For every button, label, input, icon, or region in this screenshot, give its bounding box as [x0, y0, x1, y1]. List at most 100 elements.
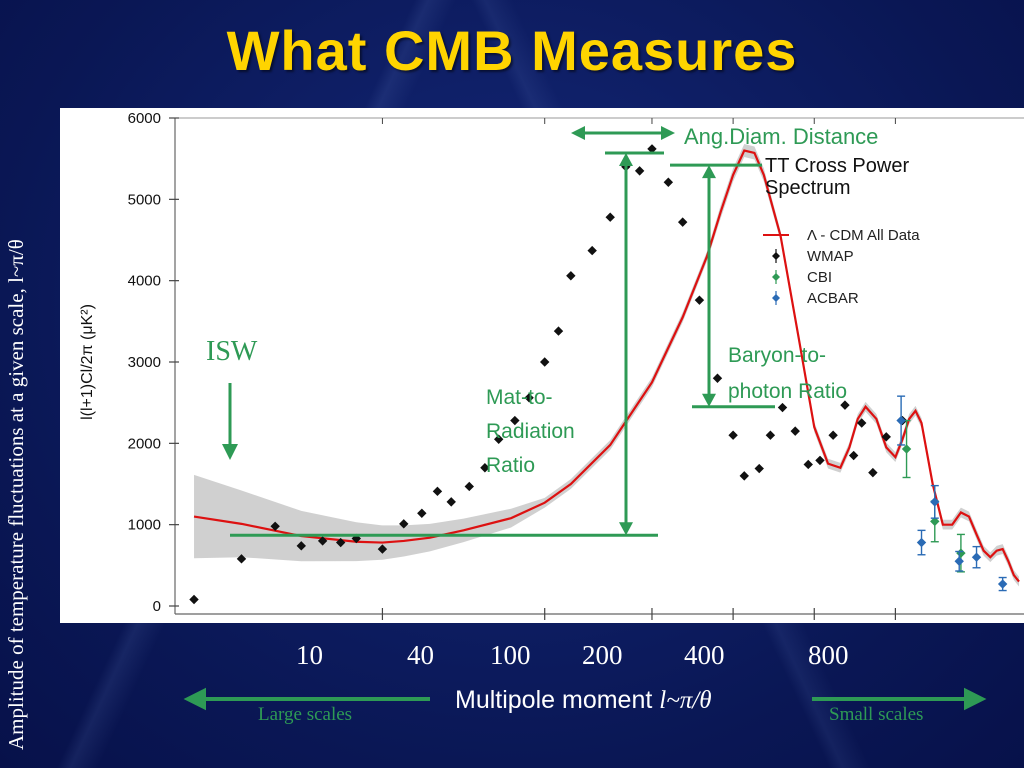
wmap-point — [712, 373, 723, 383]
cbi-point — [901, 444, 912, 454]
legend-swatch-marker-2 — [772, 273, 780, 281]
wmap-point — [765, 430, 776, 440]
cosmic-variance-region — [194, 144, 1020, 587]
y-tick-label-1000: 1000 — [128, 517, 161, 534]
wmap-point — [399, 519, 409, 529]
cosmic-variance-band — [194, 144, 1020, 587]
wmap-point — [739, 471, 749, 481]
ang-diam-label: Ang.Diam. Distance — [684, 124, 878, 149]
cbi-point — [956, 548, 966, 558]
wmap-point — [493, 434, 504, 444]
wmap-point — [417, 508, 427, 518]
baryon-arrow-head-top — [702, 165, 716, 179]
wmap-point — [296, 541, 306, 551]
x-axis-label-variable: l~π/θ — [659, 687, 712, 714]
chart-axes: 0 1000 2000 3000 4000 5000 6000 l(l+1)Cl/2π (μK… — [79, 110, 1024, 620]
side-axis-label: Amplitude of temperature fluctuations at… — [4, 239, 28, 750]
legend-entry-3: ACBAR — [807, 290, 859, 307]
acbar-point — [896, 415, 906, 426]
chart-title-line2: Spectrum — [765, 177, 851, 199]
cbi-point — [930, 516, 940, 527]
chart-legend: Λ - CDM All Data WMAP CBI ACBAR — [763, 227, 920, 307]
large-scales-label: Large scales — [258, 704, 353, 725]
wmap-point — [510, 415, 520, 426]
wmap-point — [432, 486, 443, 497]
wmap-point — [566, 271, 576, 281]
small-scales-label: Small scales — [829, 704, 924, 725]
y-tick-label-5000: 5000 — [128, 191, 161, 208]
bottom-tick-40: 40 — [407, 640, 434, 670]
small-scales-arrowhead — [964, 687, 987, 711]
acbar-point — [997, 579, 1008, 589]
chart-title-line1: TT Cross Power — [765, 155, 909, 177]
y-tick-label-6000: 6000 — [128, 110, 161, 127]
wmap-point — [728, 430, 738, 440]
wmap-point — [881, 432, 891, 442]
x-axis-label: Multipole moment l~π/θ — [455, 686, 711, 715]
wmap-point — [605, 212, 615, 222]
wmap-point — [317, 536, 328, 546]
wmap-point — [857, 418, 867, 428]
wmap-point — [335, 537, 346, 548]
annotation-layer: ISW Ang.Diam. Distance Mat-to- Radiation Rat… — [206, 124, 909, 537]
wmap-point — [189, 594, 199, 605]
model-curve-layer — [193, 149, 1020, 583]
wmap-point — [587, 245, 597, 256]
legend-swatch-marker-3 — [772, 294, 780, 302]
slide-title: What CMB Measures — [226, 19, 798, 82]
mat-rad-label-line1: Mat-to- — [486, 386, 553, 409]
y-tick-label-0: 0 — [153, 598, 161, 615]
wmap-point — [777, 402, 788, 413]
data-points-layer — [189, 144, 1008, 605]
x-axis-label-prefix: Multipole moment — [455, 686, 660, 714]
wmap-point — [848, 450, 859, 461]
ang-diam-arrow-left — [571, 126, 585, 140]
power-spectrum-chart: 0 1000 2000 3000 4000 5000 6000 l(l+1)Cl/2π (μK… — [79, 110, 1024, 620]
wmap-point — [840, 400, 850, 410]
bottom-tick-100: 100 — [490, 640, 531, 670]
lcdm-model-line — [193, 149, 1020, 583]
wmap-point — [694, 295, 705, 305]
wmap-point — [377, 544, 388, 554]
wmap-point — [677, 217, 688, 227]
wmap-point — [663, 177, 674, 187]
wmap-point — [270, 521, 280, 532]
wmap-point — [754, 463, 764, 474]
wmap-point — [815, 455, 825, 466]
wmap-point — [540, 357, 550, 367]
bottom-tick-800: 800 — [808, 640, 849, 670]
y-axis-label: l(l+1)Cl/2π (μK²) — [79, 304, 96, 420]
wmap-point — [790, 426, 800, 436]
wmap-point — [553, 326, 564, 336]
ang-diam-arrow-right — [661, 126, 675, 140]
acbar-point — [971, 552, 982, 562]
mat-rad-label-line3: Ratio — [486, 454, 535, 477]
legend-entry-0: Λ - CDM All Data — [807, 227, 920, 244]
wmap-point — [464, 481, 474, 492]
mat-rad-label-line2: Radiation — [486, 420, 575, 443]
acbar-point — [954, 556, 964, 566]
y-tick-label-2000: 2000 — [128, 435, 161, 452]
wmap-point — [480, 463, 490, 473]
wmap-point — [803, 459, 813, 470]
bottom-tick-10: 10 — [296, 640, 323, 670]
wmap-point — [634, 166, 645, 176]
legend-swatch-marker-1 — [772, 252, 780, 260]
baryon-label-line1: Baryon-to- — [728, 344, 826, 367]
legend-entry-1: WMAP — [807, 248, 854, 265]
mat-rad-arrow-head-top — [619, 152, 633, 166]
y-tick-label-4000: 4000 — [128, 273, 161, 290]
bottom-tick-200: 200 — [582, 640, 623, 670]
acbar-point — [930, 497, 940, 507]
wmap-point — [868, 467, 878, 478]
legend-entry-2: CBI — [807, 269, 832, 286]
large-scales-arrowhead — [183, 687, 206, 711]
wmap-point — [524, 393, 534, 403]
bottom-tick-400: 400 — [684, 640, 725, 670]
y-tick-label-3000: 3000 — [128, 354, 161, 371]
acbar-point — [916, 537, 927, 548]
baryon-label-line2: photon Ratio — [728, 380, 847, 403]
isw-label: ISW — [206, 336, 258, 367]
wmap-point — [236, 554, 247, 564]
mat-rad-arrow-head-bottom — [619, 522, 633, 536]
